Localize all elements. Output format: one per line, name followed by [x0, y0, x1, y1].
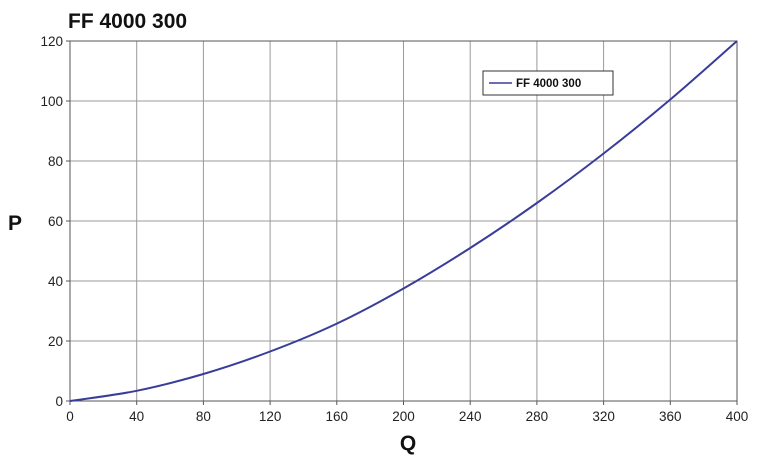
y-tick-label: 80	[48, 154, 63, 169]
x-tick-label: 200	[392, 409, 415, 424]
x-tick-label: 160	[326, 409, 349, 424]
x-tick-label: 40	[129, 409, 144, 424]
x-tick-label: 360	[659, 409, 682, 424]
x-tick-label: 120	[259, 409, 282, 424]
chart-title: FF 4000 300	[68, 10, 187, 33]
y-tick-label: 100	[40, 94, 63, 109]
x-axis-label: Q	[400, 432, 416, 455]
x-tick-label: 400	[726, 409, 749, 424]
y-tick-label: 20	[48, 334, 63, 349]
y-axis-label: P	[8, 212, 22, 235]
y-tick-label: 60	[48, 214, 63, 229]
x-tick-label: 240	[459, 409, 482, 424]
x-tick-label: 80	[196, 409, 211, 424]
legend: FF 4000 300	[483, 71, 613, 95]
x-tick-label: 0	[66, 409, 74, 424]
y-tick-label: 40	[48, 274, 63, 289]
legend-label: FF 4000 300	[516, 78, 581, 90]
x-tick-label: 320	[592, 409, 615, 424]
y-tick-label: 120	[40, 34, 63, 49]
y-tick-label: 0	[55, 394, 63, 409]
x-tick-label: 280	[526, 409, 549, 424]
